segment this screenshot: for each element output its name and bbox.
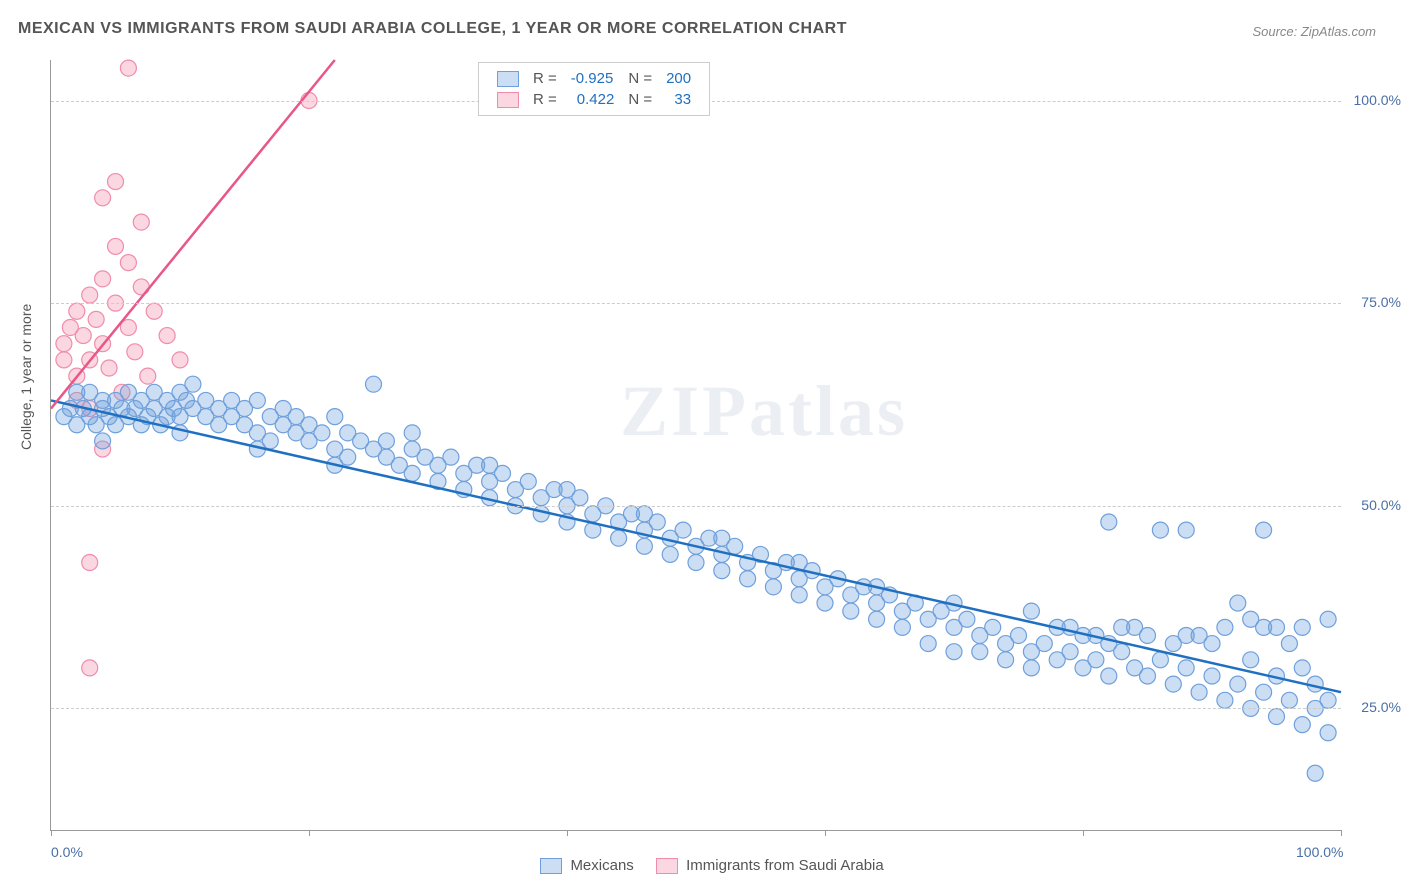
swatch-series-b-icon (497, 92, 519, 108)
x-tick-mark (567, 830, 568, 836)
y-axis-label: College, 1 year or more (18, 304, 34, 450)
y-tick-label: 25.0% (1346, 699, 1401, 715)
r-value-b: 0.422 (565, 90, 621, 109)
n-label: N = (622, 90, 658, 109)
legend-label-a: Mexicans (570, 857, 633, 874)
x-tick-mark (1341, 830, 1342, 836)
y-tick-label: 100.0% (1346, 92, 1401, 108)
y-tick-label: 75.0% (1346, 294, 1401, 310)
y-tick-label: 50.0% (1346, 497, 1401, 513)
x-tick-mark (825, 830, 826, 836)
chart-plot-area: 25.0%50.0%75.0%100.0% 0.0%100.0% (50, 60, 1341, 831)
source-attribution: Source: ZipAtlas.com (1252, 24, 1376, 39)
n-value-b: 33 (660, 90, 697, 109)
r-label: R = (527, 69, 563, 88)
scatter-svg (51, 60, 1341, 830)
gridline (51, 708, 1341, 709)
n-value-a: 200 (660, 69, 697, 88)
gridline (51, 506, 1341, 507)
r-value-a: -0.925 (565, 69, 621, 88)
correlation-legend: R = -0.925 N = 200 R = 0.422 N = 33 (478, 62, 710, 116)
x-tick-mark (51, 830, 52, 836)
chart-title: MEXICAN VS IMMIGRANTS FROM SAUDI ARABIA … (18, 20, 847, 38)
gridline (51, 303, 1341, 304)
r-label: R = (527, 90, 563, 109)
n-label: N = (622, 69, 658, 88)
swatch-series-a-icon (497, 71, 519, 87)
legend-label-b: Immigrants from Saudi Arabia (686, 857, 884, 874)
series-legend: Mexicans Immigrants from Saudi Arabia (0, 857, 1406, 874)
x-tick-mark (1083, 830, 1084, 836)
swatch-series-b-icon (656, 858, 678, 874)
swatch-series-a-icon (540, 858, 562, 874)
x-tick-mark (309, 830, 310, 836)
